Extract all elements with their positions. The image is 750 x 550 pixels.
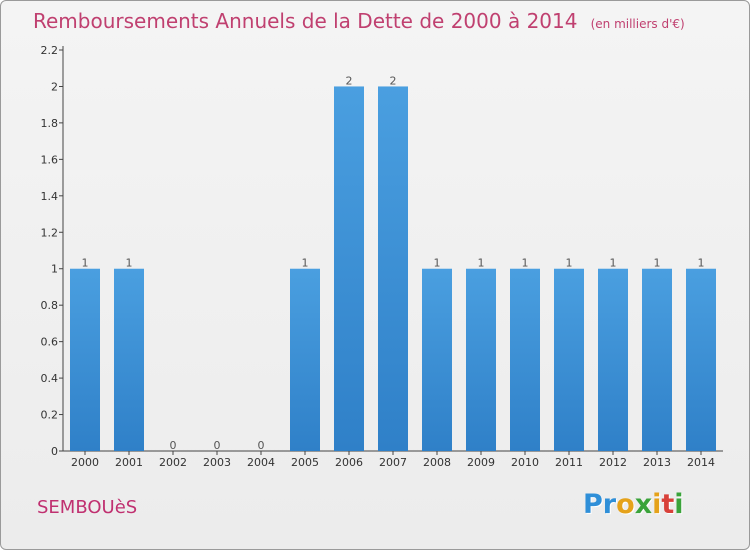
data-label: 1 xyxy=(302,257,309,270)
bar xyxy=(422,268,452,451)
logo-letter: x xyxy=(634,489,653,520)
data-label: 1 xyxy=(610,257,617,270)
data-label: 1 xyxy=(82,257,89,270)
commune-name: SEMBOUèS xyxy=(37,497,138,518)
x-tick-label: 2001 xyxy=(115,456,143,469)
proxiti-logo: Proxiti xyxy=(583,489,684,520)
x-tick-label: 2012 xyxy=(599,456,627,469)
y-tick-label: 1.4 xyxy=(41,190,59,203)
bar xyxy=(642,268,672,451)
data-label: 0 xyxy=(214,439,221,452)
bar xyxy=(334,86,364,452)
data-label: 0 xyxy=(258,439,265,452)
bar xyxy=(510,268,540,451)
y-tick-label: 1.2 xyxy=(41,226,59,239)
x-tick-label: 2003 xyxy=(203,456,231,469)
data-label: 1 xyxy=(434,257,441,270)
bar xyxy=(378,86,408,452)
x-tick-label: 2014 xyxy=(687,456,715,469)
logo-letter: i xyxy=(652,489,662,520)
x-tick-label: 2002 xyxy=(159,456,187,469)
logo-letter: i xyxy=(674,489,684,520)
data-label: 2 xyxy=(390,74,397,87)
x-tick-label: 2013 xyxy=(643,456,671,469)
data-label: 1 xyxy=(522,257,529,270)
chart-title: Remboursements Annuels de la Dette de 20… xyxy=(33,9,578,33)
y-axis: 0 0.2 0.4 0.6 0.8 1 1.2 1.4 1.6 1.8 2 2.2 xyxy=(41,44,64,458)
y-tick-label: 1 xyxy=(51,263,58,276)
y-tick-label: 0.4 xyxy=(41,372,59,385)
x-tick-label: 2008 xyxy=(423,456,451,469)
bar xyxy=(290,268,320,451)
data-label: 1 xyxy=(478,257,485,270)
x-tick-label: 2000 xyxy=(71,456,99,469)
title-row: Remboursements Annuels de la Dette de 20… xyxy=(33,9,685,33)
y-tick-label: 0 xyxy=(51,445,58,458)
logo-letter: t xyxy=(661,489,675,520)
x-tick-label: 2007 xyxy=(379,456,407,469)
x-tick-label: 2006 xyxy=(335,456,363,469)
data-label: 1 xyxy=(698,257,705,270)
x-tick-label: 2009 xyxy=(467,456,495,469)
data-label: 1 xyxy=(566,257,573,270)
x-tick-label: 2005 xyxy=(291,456,319,469)
data-label: 1 xyxy=(654,257,661,270)
y-tick-label: 1.6 xyxy=(41,153,59,166)
y-tick-label: 0.6 xyxy=(41,336,59,349)
bar-series: 1 1 0 0 0 1 2 2 1 1 1 1 1 1 1 xyxy=(70,74,716,452)
y-tick-label: 0.8 xyxy=(41,299,59,312)
y-tick-label: 1.8 xyxy=(41,117,59,130)
data-label: 2 xyxy=(346,74,353,87)
x-axis: 2000 2001 2002 2003 2004 2005 2006 2007 2008 2009… xyxy=(63,450,723,469)
y-tick-label: 0.2 xyxy=(41,409,59,422)
bar xyxy=(598,268,628,451)
logo-letter: r xyxy=(602,489,617,520)
logo-letter: P xyxy=(583,489,603,520)
bar xyxy=(686,268,716,451)
y-tick-label: 2.2 xyxy=(41,44,59,57)
x-tick-label: 2011 xyxy=(555,456,583,469)
bar xyxy=(70,268,100,451)
bar xyxy=(114,268,144,451)
logo-letter: o xyxy=(616,489,635,520)
data-label: 1 xyxy=(126,257,133,270)
x-tick-label: 2004 xyxy=(247,456,275,469)
bar xyxy=(466,268,496,451)
bar xyxy=(554,268,584,451)
chart-subtitle: (en milliers d'€) xyxy=(590,17,685,31)
x-tick-label: 2010 xyxy=(511,456,539,469)
data-label: 0 xyxy=(170,439,177,452)
y-tick-label: 2 xyxy=(51,80,58,93)
